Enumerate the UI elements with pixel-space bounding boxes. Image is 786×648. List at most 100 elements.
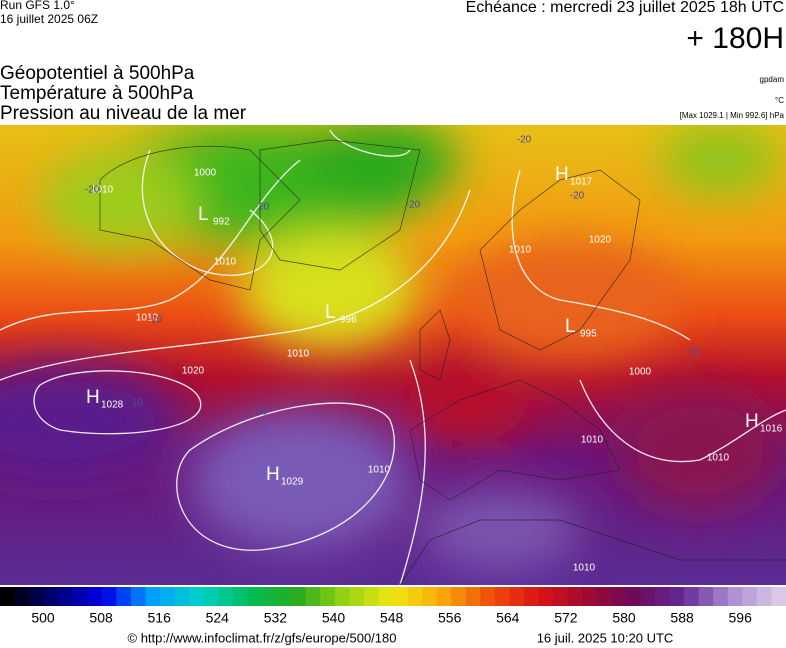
isobar-label: 1010: [368, 465, 391, 476]
colorbar-tick-label: 548: [380, 610, 404, 626]
colorbar-swatch: [218, 587, 234, 606]
pressure-center-value: 1029: [281, 477, 304, 488]
colorbar-swatch: [43, 587, 59, 606]
colorbar-swatch: [101, 587, 117, 606]
colorbar-swatch: [742, 587, 758, 606]
isotherm-label: -20: [517, 135, 532, 146]
colorbar-swatch: [553, 587, 569, 606]
isobar-label: 1010: [91, 185, 114, 196]
colorbar-swatch: [320, 587, 336, 606]
colorbar-swatch: [669, 587, 685, 606]
colorbar-swatch: [349, 587, 365, 606]
layer-label: Température à 500hPa: [0, 83, 194, 104]
forecast-time: Echéance : mercredi 23 juillet 2025 18h …: [466, 0, 784, 16]
colorbar-swatch: [524, 587, 540, 606]
colorbar-swatch: [14, 587, 30, 606]
isobar-label: 1020: [182, 366, 205, 377]
colorbar-tick-label: 540: [322, 610, 346, 626]
colorbar-swatch: [713, 587, 729, 606]
colorbar-swatch: [363, 587, 379, 606]
isobar-label: 1020: [589, 235, 612, 246]
pressure-center-letter: L: [565, 316, 576, 337]
isobar-label: 1010: [707, 453, 730, 464]
colorbar-swatch: [407, 587, 423, 606]
colorbar-swatch: [538, 587, 554, 606]
run-date: 16 juillet 2025 06Z: [0, 12, 98, 26]
colorbar-swatch: [625, 587, 641, 606]
colorbar-swatch: [189, 587, 205, 606]
colorbar-swatch: [203, 587, 219, 606]
colorbar-tick-label: 500: [31, 610, 55, 626]
isotherm-label: 10: [131, 398, 143, 409]
run-label: Run GFS 1.0°: [0, 0, 75, 12]
colorbar-swatch: [232, 587, 248, 606]
colorbar-tick-label: 516: [148, 610, 172, 626]
colorbar-swatch: [756, 587, 772, 606]
map-field: [0, 125, 786, 585]
colorbar-tick-label: 556: [438, 610, 462, 626]
colorbar-swatch: [727, 587, 743, 606]
source-link: © http://www.infoclimat.fr/z/gfs/europe/…: [128, 630, 397, 645]
isotherm-label: -10: [686, 347, 701, 358]
colorbar-swatch: [29, 587, 45, 606]
pressure-center-letter: H: [745, 411, 759, 432]
isotherm-label: -20: [255, 202, 270, 213]
colorbar-swatch: [0, 587, 16, 606]
isobar-label: 1010: [509, 245, 532, 256]
colorbar-swatch: [72, 587, 88, 606]
isobar-label: 1010: [573, 563, 596, 574]
colorbar-swatch: [247, 587, 263, 606]
pressure-center-value: 995: [580, 329, 597, 340]
isotherm-label: -20: [570, 191, 585, 202]
colorbar-tick-label: 532: [264, 610, 288, 626]
generated-time: 16 juil. 2025 10:20 UTC: [537, 630, 674, 645]
colorbar-swatch: [567, 587, 583, 606]
colorbar-swatch: [465, 587, 481, 606]
pressure-center-value: 1017: [570, 177, 593, 188]
isobar-label: 1000: [629, 367, 652, 378]
pressure-center-value: 996: [340, 315, 357, 326]
isotherm-label: -20: [406, 200, 421, 211]
colorbar: [0, 587, 786, 606]
colorbar-swatch: [451, 587, 467, 606]
colorbar-swatch: [509, 587, 525, 606]
colorbar-swatch: [611, 587, 627, 606]
colorbar-swatch: [58, 587, 74, 606]
colorbar-swatch: [378, 587, 394, 606]
pressure-center-letter: H: [86, 387, 100, 408]
colorbar-swatch: [655, 587, 671, 606]
pressure-center-letter: L: [325, 302, 336, 323]
colorbar-swatch: [422, 587, 438, 606]
isotherm-label: -10: [148, 315, 163, 326]
pressure-center-letter: H: [555, 164, 569, 185]
isobar-label: 1010: [581, 435, 604, 446]
pressure-center-letter: L: [198, 204, 209, 225]
colorbar-swatch: [262, 587, 278, 606]
colorbar-tick-label: 564: [496, 610, 520, 626]
colorbar-swatch: [334, 587, 350, 606]
colorbar-swatch: [698, 587, 714, 606]
isotherm-label: -20: [85, 185, 100, 196]
isobar-label: 1000: [194, 168, 217, 179]
colorbar-swatch: [582, 587, 598, 606]
pressure-center-value: 1016: [760, 424, 783, 435]
colorbar-swatch: [276, 587, 292, 606]
isotherm-label: 10: [256, 407, 268, 418]
colorbar-swatch: [494, 587, 510, 606]
colorbar-swatch: [480, 587, 496, 606]
isobar-label: 1010: [136, 313, 159, 324]
colorbar-tick-label: 596: [729, 610, 753, 626]
colorbar-swatch: [771, 587, 786, 606]
unit-label: [Max 1029.1 | Min 992.6] hPa: [680, 111, 785, 120]
colorbar-tick-label: 588: [670, 610, 694, 626]
unit-label: °C: [775, 96, 784, 105]
colorbar-tick-label: 524: [206, 610, 230, 626]
colorbar-swatch: [291, 587, 307, 606]
colorbar-swatch: [160, 587, 176, 606]
unit-label: gpdam: [760, 75, 785, 84]
colorbar-swatch: [116, 587, 132, 606]
colorbar-swatch: [640, 587, 656, 606]
isobar-label: 1010: [214, 257, 237, 268]
